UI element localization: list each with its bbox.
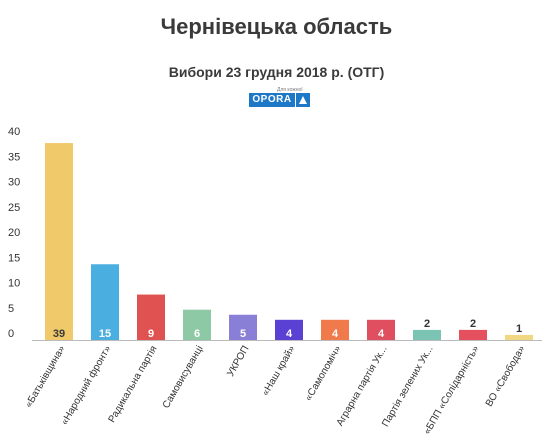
y-tick-label: 20	[8, 227, 20, 239]
y-tick-label: 30	[8, 177, 20, 189]
bar-value-label: 4	[286, 328, 293, 340]
bar-value-label: 2	[424, 318, 430, 330]
bar	[413, 330, 441, 340]
y-axis: 0 5 10 15 20 25 30 35 40	[8, 126, 20, 340]
bar-value-label: 4	[332, 328, 339, 340]
y-tick-label: 5	[8, 303, 14, 315]
bar-value-label: 5	[240, 328, 246, 340]
y-tick-label: 25	[8, 202, 20, 214]
x-tick-label: Самовисуванці	[161, 344, 206, 411]
bar	[45, 143, 73, 340]
y-tick-label: 40	[8, 126, 20, 138]
y-tick-label: 10	[8, 278, 20, 290]
x-tick-label: УКРОП	[225, 344, 251, 379]
x-tick-label: «Батьківщина»	[23, 344, 68, 410]
bar-value-label: 4	[378, 328, 385, 340]
y-tick-label: 35	[8, 151, 20, 163]
x-tick-label: Аграрна партія Ук...	[335, 344, 390, 428]
x-tick-label: Партія зелених Ук...	[380, 344, 435, 429]
bar-value-label: 39	[53, 328, 65, 340]
y-tick-label: 15	[8, 252, 20, 264]
bar-value-label: 2	[470, 318, 476, 330]
bars: 39 15 9 6 5 4 4 4 2 2 1	[45, 143, 533, 340]
bar-value-label: 15	[99, 328, 111, 340]
bar	[459, 330, 487, 340]
bar-value-label: 9	[148, 328, 154, 340]
bar-value-label: 6	[194, 328, 200, 340]
x-tick-label: Радикальна партія	[107, 344, 160, 425]
x-tick-label: «Самопоміч»	[303, 344, 344, 403]
x-axis: «Батьківщина»«Народний фронт»Радикальна …	[23, 341, 542, 436]
x-tick-label: «Наш край»	[260, 344, 298, 398]
y-tick-label: 0	[8, 328, 14, 340]
bar-value-label: 1	[516, 323, 522, 335]
x-tick-label: ВО «Свобода»	[483, 343, 528, 409]
x-tick-label: «Народний фронт»	[58, 343, 113, 427]
bar	[505, 335, 533, 340]
